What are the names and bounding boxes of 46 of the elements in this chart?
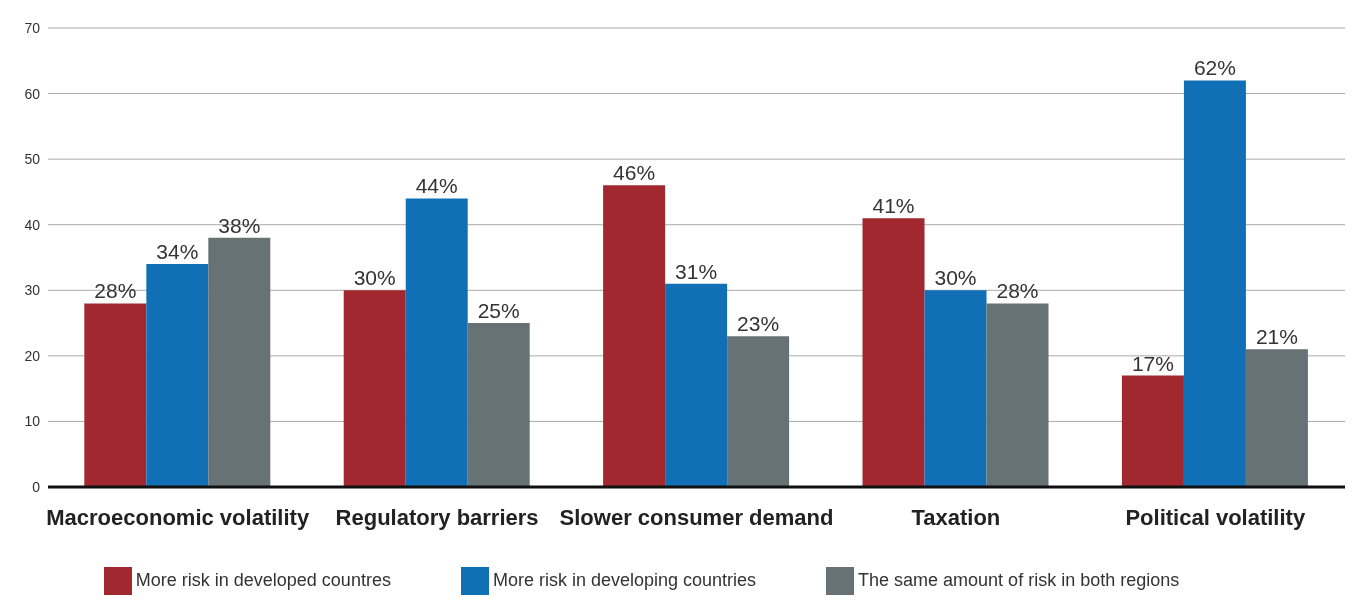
data-label: 17% <box>1131 351 1174 375</box>
data-label: 21% <box>1255 325 1298 349</box>
bar <box>727 336 790 487</box>
bar <box>343 290 406 487</box>
bar <box>146 264 209 487</box>
bar <box>84 303 147 487</box>
x-tick-label: Slower consumer demand <box>559 504 834 530</box>
data-label: 62% <box>1193 56 1236 80</box>
data-label: 28% <box>94 279 137 303</box>
y-tick-label: 10 <box>24 413 41 430</box>
bar <box>862 218 925 487</box>
y-tick-label: 30 <box>24 282 41 299</box>
data-label: 38% <box>218 213 261 237</box>
bar <box>986 303 1049 487</box>
bar <box>405 198 468 487</box>
data-label: 46% <box>613 161 656 185</box>
data-label: 41% <box>872 194 915 218</box>
data-label: 28% <box>996 279 1039 303</box>
bar <box>1245 349 1308 487</box>
bar <box>665 283 728 487</box>
x-tick-label: Political volatility <box>1125 504 1306 530</box>
y-tick-label: 20 <box>24 347 41 364</box>
data-label: 44% <box>415 174 458 198</box>
legend-label: More risk in developed countres <box>135 569 391 590</box>
y-tick-label: 0 <box>32 478 41 495</box>
y-tick-label: 40 <box>24 216 41 233</box>
y-tick-label: 70 <box>24 19 41 36</box>
bar <box>603 185 666 487</box>
data-label: 30% <box>353 266 396 290</box>
data-label: 34% <box>156 240 199 264</box>
data-label: 25% <box>477 299 520 323</box>
bar <box>924 290 987 487</box>
x-tick-label: Taxation <box>911 504 1001 530</box>
legend-label: The same amount of risk in both regions <box>858 569 1180 590</box>
bar <box>1121 375 1184 487</box>
legend-label: More risk in developing countries <box>492 569 757 590</box>
bar <box>467 323 530 487</box>
y-tick-label: 60 <box>24 85 41 102</box>
data-label: 23% <box>737 312 780 336</box>
bar <box>208 237 271 487</box>
y-tick-label: 50 <box>24 151 41 168</box>
x-tick-label: Regulatory barriers <box>335 504 539 530</box>
data-label: 31% <box>675 259 718 283</box>
bar <box>1183 80 1246 487</box>
x-tick-label: Macroeconomic volatility <box>46 504 310 530</box>
data-label: 30% <box>934 266 977 290</box>
